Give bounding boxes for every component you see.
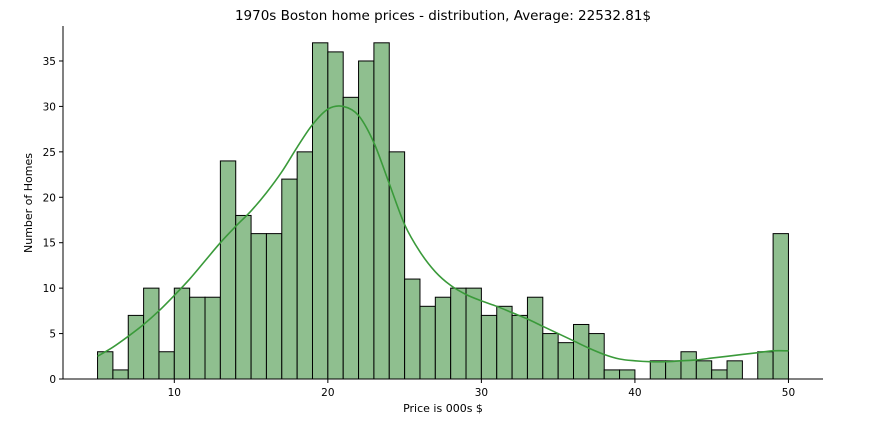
kde-curve-group [97, 105, 789, 363]
histogram-bar [573, 323, 590, 380]
x-tick-label: 10 [168, 387, 181, 399]
x-tick-label: 30 [475, 387, 488, 399]
histogram-bar [327, 51, 344, 380]
axes: 10 20 30 40 50 0 5 10 15 20 25 30 35 [43, 26, 823, 399]
histogram-bar [173, 287, 191, 380]
y-tick-label: 0 [49, 374, 56, 386]
histogram-bar [388, 151, 406, 380]
histogram-bar [404, 278, 421, 380]
histogram-bar [450, 287, 467, 380]
kde-curve [97, 105, 789, 363]
histogram-bar [511, 314, 528, 380]
histogram-bar [265, 233, 283, 380]
histogram-bar [358, 60, 375, 380]
histogram-bar [281, 178, 298, 380]
histogram-bar [158, 351, 175, 380]
x-axis-label: Price is 000s $ [403, 402, 483, 415]
x-tick-label: 50 [782, 387, 795, 399]
histogram-bar [588, 333, 605, 380]
y-tick-label: 15 [43, 238, 56, 250]
y-tick-label: 25 [43, 147, 56, 159]
histogram-bar [680, 351, 697, 380]
histogram-bar [603, 369, 621, 380]
histogram-bar [726, 360, 743, 380]
histogram-bar [542, 333, 559, 380]
histogram-bar [665, 360, 682, 380]
histogram-bar [143, 287, 160, 380]
y-tick-label: 30 [43, 101, 56, 113]
y-axis-label: Number of Homes [22, 153, 35, 253]
x-tick-label: 40 [628, 387, 641, 399]
histogram-bar [373, 42, 390, 380]
histogram-bar [557, 342, 575, 380]
histogram-bar [757, 351, 774, 380]
y-tick-label: 35 [43, 56, 56, 68]
histogram-bar [342, 96, 360, 380]
histogram-bar [419, 305, 436, 380]
histogram-bar [311, 42, 329, 380]
histogram-bar [250, 233, 267, 380]
y-tick-label: 5 [49, 329, 56, 341]
histogram-bar [219, 160, 237, 380]
histogram-bar [434, 296, 452, 380]
histogram-bar [695, 360, 713, 380]
histogram-bar [204, 296, 221, 380]
x-tick-label: 20 [321, 387, 334, 399]
histogram-bar [112, 369, 129, 380]
histogram-bar [649, 360, 667, 380]
y-tick-label: 20 [43, 192, 56, 204]
histogram-bar [772, 233, 789, 380]
histogram-bars [97, 42, 789, 380]
y-tick-label: 10 [43, 283, 56, 295]
chart-title: 1970s Boston home prices - distribution,… [235, 8, 651, 24]
histogram-bar [127, 314, 145, 380]
histogram-bar [465, 287, 482, 380]
histogram-bar [296, 151, 313, 380]
histogram-bar [711, 369, 728, 380]
histogram-bar [619, 369, 636, 380]
histogram-bar [480, 314, 498, 380]
histogram-bar [189, 296, 206, 380]
histogram-bar [496, 305, 513, 380]
histogram-bar [235, 214, 252, 380]
histogram-bar [526, 296, 544, 380]
